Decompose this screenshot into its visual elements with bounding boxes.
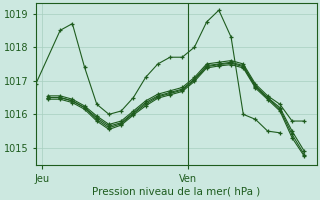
X-axis label: Pression niveau de la mer( hPa ): Pression niveau de la mer( hPa ) (92, 187, 260, 197)
